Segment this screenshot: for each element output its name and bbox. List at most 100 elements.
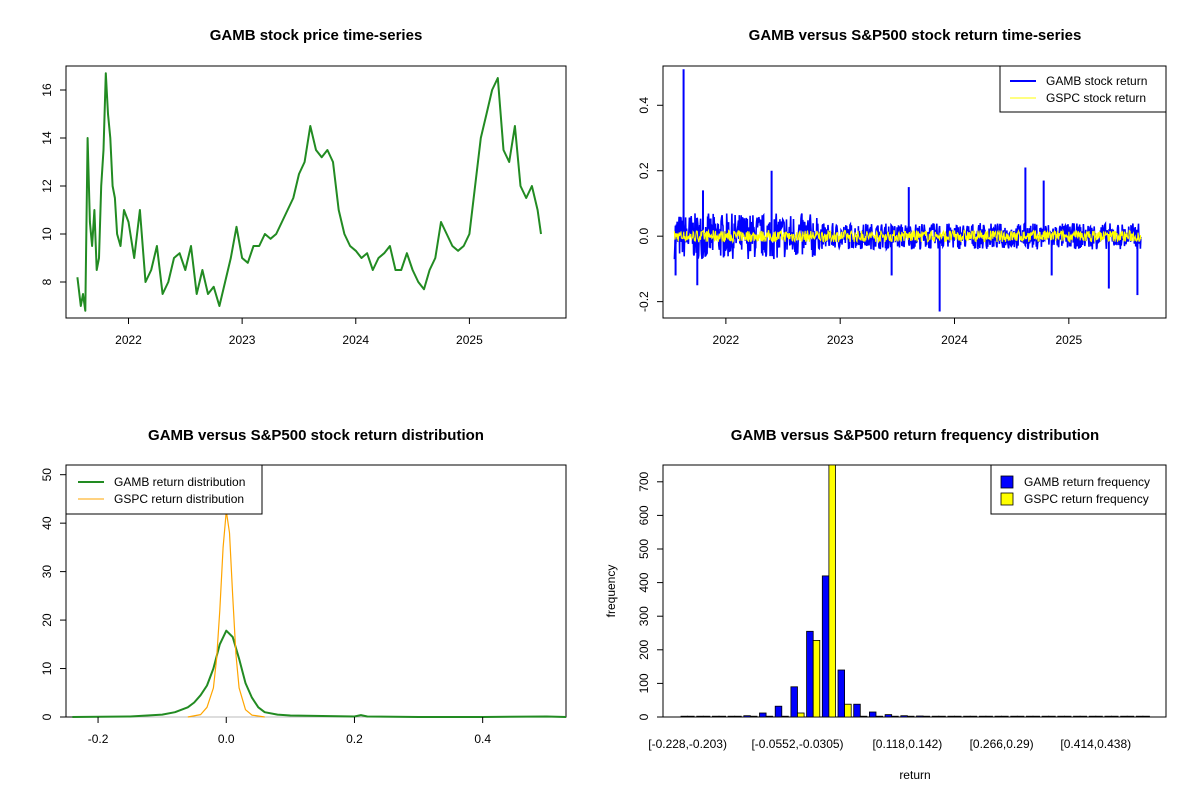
x-tick-label: 2024 [342, 333, 369, 347]
legend-box [65, 464, 263, 515]
y-tick-label: 0 [40, 713, 54, 720]
plot-frame [662, 65, 1167, 319]
y-tick-label: 0 [637, 713, 651, 720]
gspc-frequency-bar [875, 715, 883, 718]
gamb-frequency-bar [947, 715, 955, 718]
plot-frame [65, 65, 567, 319]
y-tick-label: 14 [40, 131, 54, 145]
x-tick-label: [-0.228,-0.203) [648, 737, 727, 751]
gspc-frequency-bar [750, 715, 758, 718]
gspc-frequency-bar [844, 703, 852, 718]
gamb-frequency-bar [1073, 715, 1081, 718]
gspc-frequency-bar [718, 715, 726, 718]
x-tick-label: 0.4 [474, 732, 491, 746]
chart-title: GAMB versus S&P500 return frequency dist… [731, 427, 1099, 444]
x-tick-label: 2025 [1055, 333, 1082, 347]
gspc-frequency-bar [1032, 715, 1040, 718]
x-tick-label: -0.2 [88, 732, 109, 746]
gspc-frequency-bar [1048, 715, 1056, 718]
gspc-frequency-bar [954, 715, 962, 718]
x-tick-label: [0.414,0.438) [1060, 737, 1131, 751]
gamb-frequency-bar [806, 630, 814, 718]
gamb-frequency-bar [1135, 715, 1144, 718]
legend-label: GSPC return frequency [1024, 492, 1149, 506]
x-tick-label: 2023 [229, 333, 256, 347]
gamb-frequency-bar [869, 711, 877, 718]
gamb-frequency-bar [978, 715, 987, 718]
price-line [76, 72, 542, 312]
x-tick-label: 2022 [713, 333, 740, 347]
x-tick-label: 0.0 [218, 732, 235, 746]
gspc-frequency-bar [765, 715, 774, 718]
gspc-frequency-bar [1079, 715, 1088, 718]
y-tick-label: 10 [40, 227, 54, 241]
gspc-frequency-bar [781, 715, 789, 718]
y-tick-label: 0.4 [637, 97, 651, 114]
gamb-frequency-bar [712, 715, 720, 718]
gspc-frequency-bar [969, 715, 978, 718]
gamb-frequency-bar [884, 714, 893, 718]
chart-title: GAMB versus S&P500 stock return time-ser… [749, 27, 1082, 44]
y-tick-label: 700 [637, 471, 651, 491]
gamb-frequency-bar [931, 715, 940, 718]
y-tick-label: 20 [40, 613, 54, 627]
x-tick-label: 0.2 [346, 732, 363, 746]
gspc-frequency-bar [1001, 715, 1009, 718]
gspc-frequency-bar [907, 715, 915, 718]
y-tick-label: 0.0 [637, 228, 651, 245]
gspc-frequency-bar [1126, 715, 1135, 718]
legend-box [999, 65, 1167, 113]
gamb-frequency-bar [900, 715, 908, 718]
gspc-frequency-bar [1064, 715, 1072, 718]
gamb-frequency-bar [774, 705, 783, 718]
gspc-frequency-bar [797, 712, 805, 718]
y-tick-label: 10 [40, 662, 54, 676]
gamb-frequency-bar [759, 712, 767, 718]
gamb-frequency-bar [1057, 715, 1065, 718]
y-tick-label: 100 [637, 673, 651, 693]
legend-label: GSPC return distribution [114, 492, 244, 506]
legend-label: GAMB stock return [1046, 74, 1147, 88]
gamb-frequency-bar [821, 575, 830, 718]
plot-frame [662, 464, 1167, 718]
gspc-frequency-bar [922, 715, 931, 718]
x-tick-label: [0.118,0.142) [872, 737, 942, 751]
gspc-frequency-bar [859, 715, 868, 718]
x-tick-label: 2025 [456, 333, 483, 347]
gamb-frequency-bar [743, 715, 751, 718]
gamb-frequency-bar [1088, 715, 1097, 718]
gspc-frequency-bar [891, 715, 899, 718]
x-axis-label: return [899, 768, 930, 782]
gamb-frequency-bar [1104, 715, 1112, 718]
legend-swatch [1000, 492, 1014, 506]
gspc-frequency-bar [734, 715, 742, 718]
gamb-frequency-bar [837, 669, 845, 718]
y-tick-label: 400 [637, 572, 651, 592]
gamb-density-line [72, 629, 567, 718]
legend-label: GAMB return frequency [1024, 475, 1150, 489]
y-tick-label: 50 [40, 468, 54, 482]
y-tick-label: -0.2 [637, 291, 651, 312]
gamb-frequency-bar [1120, 715, 1128, 718]
gamb-frequency-bar [680, 715, 688, 718]
gamb-frequency-bar [963, 715, 971, 718]
chart-title: GAMB stock price time-series [210, 27, 423, 44]
y-tick-label: 8 [40, 278, 54, 285]
y-tick-label: 12 [40, 179, 54, 193]
gspc-return-line [673, 228, 1142, 244]
y-tick-label: 200 [637, 639, 651, 659]
gspc-frequency-bar [1111, 715, 1119, 718]
x-tick-label: 2022 [115, 333, 142, 347]
legend-label: GSPC stock return [1046, 91, 1146, 105]
y-tick-label: 40 [40, 516, 54, 530]
y-tick-label: 500 [637, 539, 651, 559]
x-tick-label: [-0.0552,-0.0305) [751, 737, 843, 751]
y-tick-label: 0.2 [637, 162, 651, 179]
gspc-frequency-bar [1142, 715, 1150, 718]
gspc-frequency-bar [687, 715, 695, 718]
gamb-frequency-bar [696, 715, 704, 718]
gamb-frequency-bar [1026, 715, 1034, 718]
legend-label: GAMB return distribution [114, 475, 245, 489]
gamb-frequency-bar [1041, 715, 1050, 718]
